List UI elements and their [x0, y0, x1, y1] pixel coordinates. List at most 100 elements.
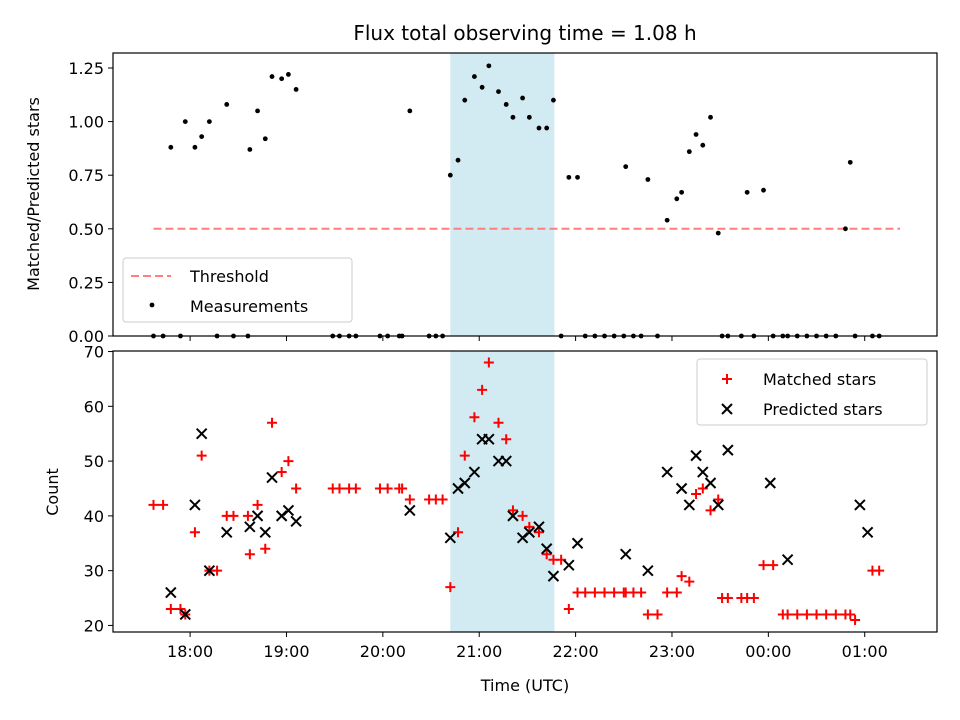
predicted-star-point [165, 586, 177, 599]
legend-matched-label: Matched stars [763, 370, 876, 389]
measurement-point [664, 217, 670, 223]
matched-star-point [260, 543, 271, 554]
matched-star-point [563, 603, 574, 614]
matched-star-point [524, 521, 535, 532]
matched-star-point [662, 587, 673, 598]
matched-star-point [244, 549, 255, 560]
predicted-star-point [563, 559, 575, 571]
y-tick-label: 0.00 [68, 327, 104, 346]
measurement-point [645, 177, 651, 182]
matched-star-point [291, 483, 302, 494]
y-tick-label: 50 [84, 452, 104, 471]
predicted-star-point [483, 433, 495, 445]
matched-star-point [580, 587, 591, 598]
predicted-star-point [533, 521, 545, 533]
legend-threshold-label: Threshold [189, 267, 269, 286]
legend-matched-swatch [722, 374, 732, 384]
matched-star-point [801, 609, 812, 620]
x-tick-label: 19:00 [263, 642, 309, 661]
predicted-star-point [251, 510, 264, 522]
predicted-star-point [404, 504, 416, 517]
matched-star-point [676, 571, 687, 582]
measurement-point [496, 89, 501, 94]
predicted-star-point [195, 428, 208, 440]
measurement-point [206, 119, 212, 125]
predicted-star-point [179, 608, 191, 621]
y-tick-label: 1.00 [68, 113, 104, 132]
matched-star-point [283, 456, 294, 467]
matched-star-point [642, 609, 653, 620]
measurement-point [486, 63, 492, 69]
y-tick-label: 70 [84, 343, 104, 362]
measurement-point [526, 114, 532, 120]
matched-star-point [469, 412, 480, 423]
predicted-star-point [861, 526, 874, 539]
measurement-point [566, 174, 572, 180]
measurement-point [761, 187, 766, 193]
predicted-star-point [620, 548, 632, 560]
y-tick-label: 0.75 [68, 166, 104, 185]
measurement-point [700, 142, 706, 148]
matched-star-point [821, 609, 832, 620]
matched-star-point [713, 494, 724, 505]
measurement-point [551, 97, 556, 103]
matched-star-point [722, 593, 733, 604]
y-tick-label: 20 [84, 616, 104, 635]
matched-star-point [609, 587, 620, 598]
chart-title: Flux total observing time = 1.08 h [353, 21, 696, 45]
x-tick-label: 18:00 [167, 642, 213, 661]
matched-star-point [189, 527, 200, 538]
predicted-star-point [468, 466, 481, 478]
matched-star-point [533, 527, 544, 538]
measurement-point [269, 74, 275, 79]
legend-predicted-swatch [721, 403, 733, 415]
y-tick-label: 30 [84, 562, 104, 581]
predicted-star-point [661, 466, 673, 478]
x-axis-label: Time (UTC) [480, 676, 569, 695]
y-tick-label: 1.25 [68, 59, 104, 78]
measurement-point [674, 196, 680, 202]
legend-predicted-label: Predicted stars [763, 400, 883, 419]
measurement-point [708, 114, 713, 120]
matched-star-point [671, 587, 682, 598]
measurement-point [847, 159, 853, 165]
predicted-star-point [571, 537, 584, 549]
predicted-star-point [290, 515, 302, 528]
predicted-star-point [697, 466, 709, 478]
matched-star-point [350, 483, 361, 494]
matched-star-point [459, 450, 470, 461]
matched-star-point [850, 614, 861, 625]
matched-star-point [148, 499, 159, 510]
x-tick-label: 23:00 [649, 642, 695, 661]
matched-star-point [501, 434, 512, 445]
shaded-span [450, 351, 555, 632]
predicted-star-point [259, 526, 271, 539]
measurement-point [286, 72, 291, 77]
measurement-point [536, 125, 542, 131]
measurement-point [843, 226, 848, 232]
x-tick-label: 22:00 [553, 642, 599, 661]
predicted-star-point [675, 482, 688, 495]
predicted-star-point [683, 499, 696, 511]
y-tick-label: 0.25 [68, 273, 104, 292]
measurement-point [575, 174, 580, 180]
matched-star-point [748, 593, 759, 604]
matched-star-point [228, 510, 239, 521]
measurement-point [262, 136, 268, 142]
matched-star-point [493, 417, 504, 428]
matched-star-point [768, 560, 779, 571]
predicted-star-point [523, 526, 536, 539]
measurement-point [224, 102, 230, 107]
predicted-star-point [690, 449, 702, 462]
x-tick-label: 01:00 [842, 642, 888, 661]
axes-frame [112, 52, 938, 337]
predicted-star-point [642, 564, 654, 577]
matched-star-point [589, 587, 600, 598]
matched-star-point [477, 384, 488, 395]
measurement-point [679, 189, 685, 195]
matched-star-point [758, 560, 769, 571]
matched-star-point [599, 587, 610, 598]
predicted-star-point [540, 543, 553, 555]
matched-star-point [267, 417, 278, 428]
